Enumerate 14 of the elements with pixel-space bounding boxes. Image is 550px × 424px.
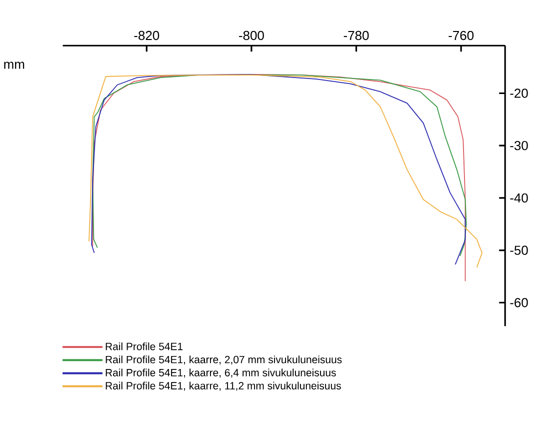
y-tick-label: -30: [510, 140, 528, 150]
y-axis-title: mm: [4, 62, 24, 69]
y-tick-label: -60: [510, 298, 528, 308]
legend-label: Rail Profile 54E1, kaarre, 11,2 mm sivukuluneisuus: [106, 382, 341, 391]
legend-label: Rail Profile 54E1, kaarre, 2,07 mm sivukuluneisuus: [106, 355, 342, 364]
legend-label: Rail Profile 54E1, kaarre, 6,4 mm sivukuluneisuus: [106, 368, 336, 378]
x-tick-label: -760: [448, 30, 474, 40]
y-tick-label: -50: [510, 246, 528, 255]
legend-label: Rail Profile 54E1: [106, 342, 183, 350]
y-tick-label: -40: [510, 193, 528, 202]
x-tick-label: -820: [134, 30, 160, 40]
x-tick-label: -780: [344, 30, 369, 40]
x-tick-label: -800: [239, 30, 264, 40]
y-tick-label: -20: [510, 88, 528, 98]
